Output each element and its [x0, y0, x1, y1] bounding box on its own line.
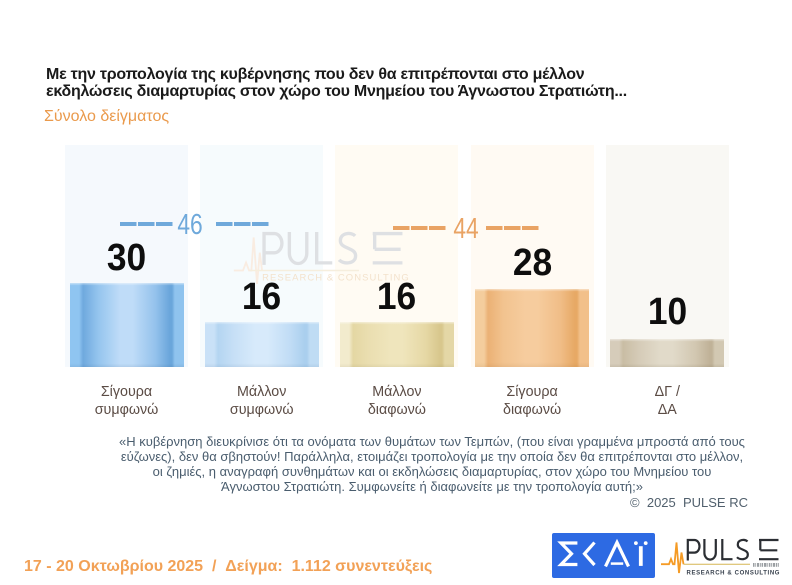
svg-text:RESEARCH & CONSULTING: RESEARCH & CONSULTING: [687, 571, 781, 577]
svg-text:RESEARCH & CONSULTING: RESEARCH & CONSULTING: [262, 272, 410, 283]
